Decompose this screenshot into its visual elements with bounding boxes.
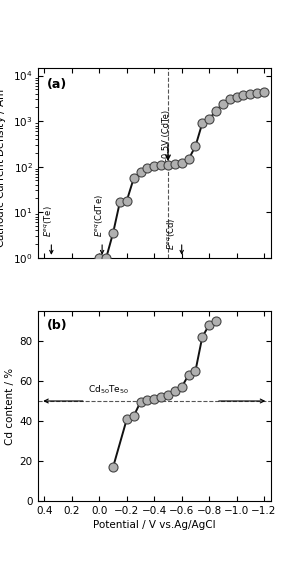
- Y-axis label: Cathodic Current Density / Am$^{-2}$: Cathodic Current Density / Am$^{-2}$: [0, 77, 9, 248]
- Text: (b): (b): [47, 319, 68, 332]
- Y-axis label: Cd content / %: Cd content / %: [5, 368, 15, 445]
- Text: $E^{eq}$(Te): $E^{eq}$(Te): [42, 205, 54, 238]
- Text: (a): (a): [47, 78, 67, 91]
- Text: -0.5V (CdTe): -0.5V (CdTe): [163, 110, 171, 162]
- Text: $E^{eq}$(CdTe): $E^{eq}$(CdTe): [93, 195, 105, 238]
- X-axis label: Potential / V vs.Ag/AgCl: Potential / V vs.Ag/AgCl: [93, 520, 216, 530]
- Text: Cd$_{50}$Te$_{50}$: Cd$_{50}$Te$_{50}$: [88, 383, 129, 396]
- Text: $E^{eq}_{\ }$(Cd): $E^{eq}_{\ }$(Cd): [165, 217, 176, 249]
